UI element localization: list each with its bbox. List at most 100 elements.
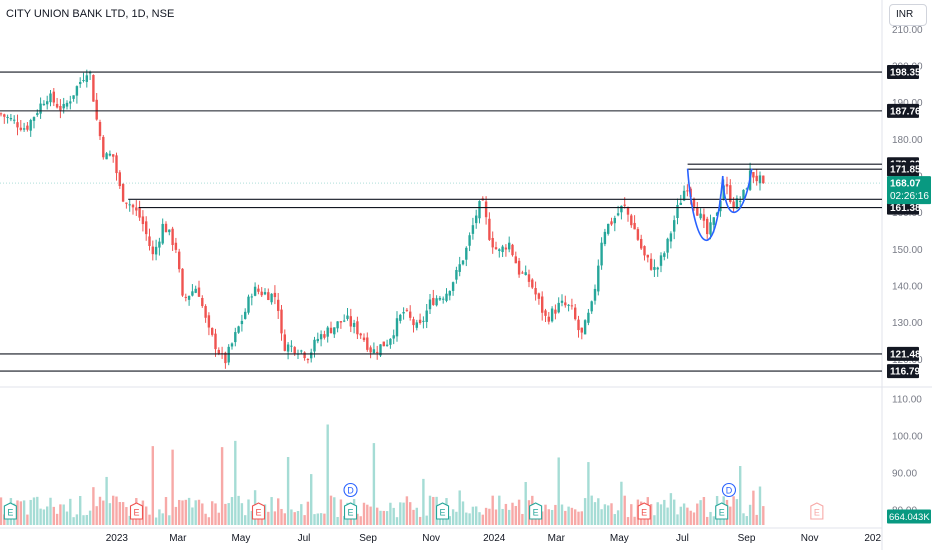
volume-bar <box>597 498 600 525</box>
candle-body <box>666 238 669 253</box>
candle-body <box>197 287 201 297</box>
candle-body <box>729 185 732 202</box>
candle-body <box>277 299 280 311</box>
volume-bar <box>158 509 161 525</box>
candle-body <box>640 238 643 249</box>
candle-body <box>531 279 534 288</box>
candle-body <box>745 188 748 190</box>
earnings-marker-label: E <box>348 508 354 518</box>
volume-bar <box>306 501 310 525</box>
price-level-badge <box>887 103 919 118</box>
volume-bar <box>128 515 131 525</box>
volume-bar <box>49 497 52 525</box>
candle-body <box>633 222 636 230</box>
candle-body <box>310 352 313 359</box>
volume-bar <box>511 502 514 525</box>
volume-bar <box>174 506 178 525</box>
volume-bar <box>313 514 316 525</box>
candle-body <box>547 316 550 322</box>
volume-bar <box>362 502 366 525</box>
earnings-marker-label: E <box>133 508 139 518</box>
candle-body <box>154 246 158 255</box>
price-level-label: 121.48 <box>890 349 921 360</box>
candle-body <box>82 80 85 82</box>
volume-bar <box>438 508 442 525</box>
volume-bar <box>293 512 296 525</box>
volume-bar <box>244 515 247 525</box>
volume-bar <box>739 466 742 525</box>
volume-bar <box>184 499 187 525</box>
candle-body <box>115 155 118 174</box>
volume-bar <box>55 513 59 525</box>
candle-body <box>432 297 435 305</box>
volume-bar <box>72 517 75 525</box>
candle-body <box>722 185 725 199</box>
volume-bar <box>52 506 55 525</box>
volume-bar <box>197 499 201 525</box>
volume-bar <box>643 503 646 525</box>
volume-bar <box>580 511 583 525</box>
volume-bar <box>504 503 508 525</box>
volume-bar <box>570 507 574 525</box>
volume-bar <box>379 510 382 525</box>
candle-body <box>329 327 333 334</box>
price-level-label: 116.79 <box>890 367 920 378</box>
candle-body <box>125 202 128 204</box>
price-level-badge <box>887 65 919 80</box>
volume-bar <box>211 501 214 525</box>
volume-bar <box>135 498 138 525</box>
candle-body <box>16 122 19 128</box>
last-price-badge <box>887 176 931 205</box>
price-level-label: 198.35 <box>890 68 921 79</box>
volume-bar <box>550 509 554 525</box>
earnings-marker-icon <box>637 502 651 520</box>
candle-body <box>478 201 481 219</box>
volume-bar <box>432 496 435 525</box>
volume-bar <box>557 457 560 525</box>
volume-bar <box>319 513 323 525</box>
candle-body <box>326 327 329 337</box>
candle-body <box>461 260 465 265</box>
volume-bar <box>22 500 26 525</box>
currency-selector[interactable]: INR <box>889 4 927 26</box>
volume-bar <box>369 506 372 525</box>
candle-body <box>372 349 376 353</box>
candle-body <box>597 265 600 292</box>
candle-body <box>369 347 372 353</box>
earnings-marker-icon <box>810 502 824 520</box>
volume-bar <box>682 503 686 525</box>
volume-bar <box>531 495 534 525</box>
candle-body <box>339 321 343 323</box>
candle-body <box>494 247 498 250</box>
volume-bar <box>742 513 745 525</box>
volume-bar <box>26 514 29 525</box>
dividend-marker-icon <box>343 482 358 498</box>
earnings-marker-icon <box>129 502 144 520</box>
candle-body <box>191 291 194 296</box>
price-level-badge <box>887 192 919 207</box>
candle-body <box>511 244 514 256</box>
countdown-label: 02:26:16 <box>890 191 929 202</box>
volume-value-label: 664.043K <box>889 512 930 523</box>
candle-body <box>250 296 253 298</box>
volume-bar <box>214 503 217 525</box>
candle-body <box>55 103 59 108</box>
volume-bar <box>237 495 240 525</box>
volume-bar <box>352 499 356 525</box>
candle-body <box>702 214 706 221</box>
candle-body <box>303 352 306 359</box>
candle-body <box>451 282 455 291</box>
candle-body <box>171 228 174 245</box>
candle-body <box>135 207 138 211</box>
candle-body <box>587 312 590 323</box>
candle-body <box>141 216 145 225</box>
candle-body <box>554 309 557 314</box>
candle-body <box>755 175 758 182</box>
volume-bar <box>524 482 527 525</box>
candle-body <box>267 292 270 301</box>
volume-bar <box>498 495 501 525</box>
volume-bar <box>115 496 118 525</box>
candle-body <box>669 233 673 242</box>
volume-bar <box>541 511 544 525</box>
